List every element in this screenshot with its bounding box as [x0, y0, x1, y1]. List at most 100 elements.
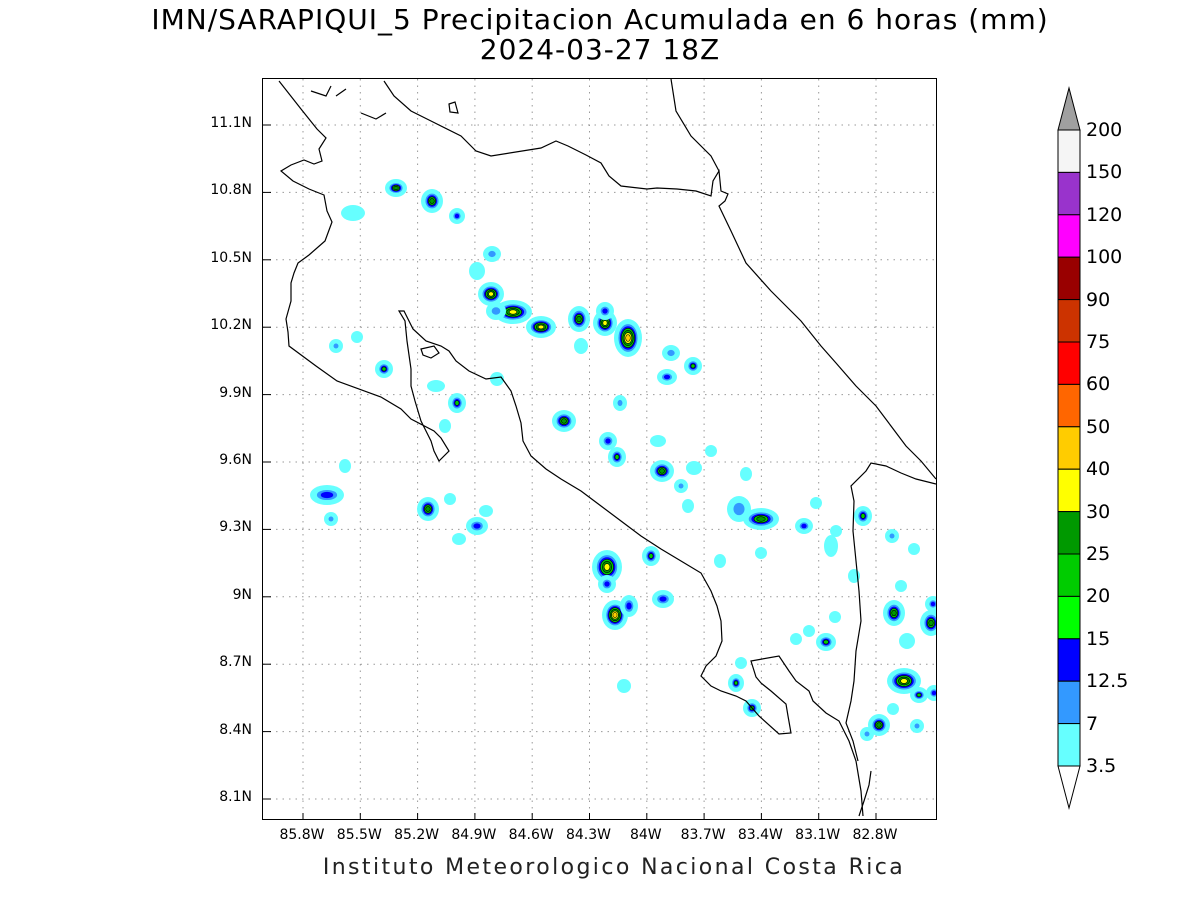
- rain-cell: [620, 595, 638, 617]
- colorbar-swatch: [1057, 468, 1081, 513]
- rain-cell: [868, 714, 890, 736]
- coastline-caribbean: [278, 80, 864, 817]
- colorbar-label: 30: [1086, 500, 1111, 523]
- rain-contour: [444, 493, 456, 505]
- rain-cell: [740, 467, 752, 481]
- colorbar-label: 7: [1086, 712, 1099, 735]
- rain-cell: [735, 657, 747, 669]
- rain-contour: [488, 250, 496, 258]
- footer-credit: Instituto Meteorologico Nacional Costa R…: [322, 855, 906, 880]
- rain-contour: [488, 291, 494, 297]
- rain-contour: [663, 374, 671, 380]
- colorbar-swatch: [1057, 214, 1081, 258]
- rain-cell: [714, 554, 726, 568]
- rain-contour: [916, 692, 922, 698]
- colorbar-swatch: [1057, 383, 1081, 428]
- rain-cell: [920, 610, 936, 636]
- rain-contour: [667, 349, 675, 357]
- rain-cell: [910, 719, 924, 733]
- rain-contour: [931, 690, 936, 696]
- rain-contour: [823, 639, 829, 645]
- lat-tick-label: 9.3N: [219, 519, 252, 536]
- rain-contour: [491, 307, 501, 315]
- rain-cell: [375, 360, 393, 378]
- rain-cell: [608, 447, 626, 467]
- rain-cell: [895, 580, 907, 592]
- rain-contour: [604, 581, 610, 587]
- coastline-pacific-north: [310, 85, 387, 120]
- rain-cell: [652, 590, 674, 608]
- rain-contour: [830, 525, 842, 537]
- rain-contour: [473, 523, 481, 529]
- rain-contour: [864, 731, 870, 737]
- rain-cell: [324, 512, 338, 526]
- rain-cell: [728, 674, 744, 692]
- rain-contour: [351, 331, 363, 343]
- lat-tick-label: 8.1N: [219, 789, 252, 805]
- colorbar-label: 75: [1086, 331, 1111, 353]
- rain-contour: [887, 703, 899, 715]
- rain-cell: [650, 460, 674, 482]
- rain-contour: [603, 563, 611, 571]
- rain-cell: [925, 596, 936, 612]
- colorbar: [1057, 86, 1081, 810]
- colorbar-swatch: [1057, 723, 1081, 767]
- rain-contour: [735, 657, 747, 669]
- rain-contour: [755, 547, 767, 559]
- rain-contour: [790, 633, 802, 645]
- map-grid: [263, 79, 936, 819]
- coastline-caribbean-east: [383, 80, 936, 480]
- rain-cell: [351, 331, 363, 343]
- rain-contour: [614, 454, 620, 460]
- rain-contour: [617, 399, 623, 407]
- rain-cell: [816, 633, 836, 651]
- rain-cell: [599, 432, 617, 450]
- rain-cell: [479, 505, 493, 517]
- rain-cell: [686, 461, 702, 475]
- rain-cell: [743, 508, 779, 530]
- rain-cell: [568, 306, 590, 332]
- rain-cell: [598, 575, 616, 593]
- rain-cell: [596, 302, 614, 320]
- rain-cell: [830, 525, 842, 537]
- rain-contour: [617, 679, 631, 693]
- border-nicaragua-costa-rica: [670, 79, 720, 172]
- precipitation-map: [263, 79, 936, 819]
- colorbar-swatch: [1057, 299, 1081, 343]
- rain-contour: [439, 419, 451, 433]
- rain-cell: [926, 685, 936, 701]
- rain-contour: [659, 596, 667, 602]
- rain-contour: [803, 625, 815, 637]
- colorbar-swatch: [1057, 426, 1081, 470]
- rain-cell: [310, 485, 344, 505]
- rain-contour: [625, 334, 631, 342]
- rain-contour: [889, 533, 895, 539]
- rain-cell: [803, 625, 815, 637]
- colorbar-label: 150: [1086, 161, 1123, 184]
- rain-cell: [682, 499, 694, 513]
- rain-contour: [427, 380, 445, 392]
- rain-contour: [490, 372, 504, 386]
- lat-tick-label: 9N: [232, 586, 252, 603]
- lon-tick-label: 85.2W: [394, 827, 440, 843]
- lat-tick-label: 9.6N: [219, 452, 252, 468]
- rain-contour: [612, 612, 618, 618]
- colorbar-swatch: [1057, 511, 1081, 555]
- rain-cell: [899, 633, 915, 649]
- rain-contour: [900, 678, 908, 684]
- rain-cell: [592, 550, 622, 584]
- map-title: IMN/SARAPIQUI_5 Precipitacion Acumulada …: [151, 3, 1049, 36]
- colorbar-label: 12.5: [1086, 670, 1129, 693]
- rain-contour: [574, 338, 588, 354]
- lat-tick-label: 8.7N: [219, 654, 252, 671]
- rain-contour: [824, 535, 838, 557]
- rain-cell: [427, 380, 445, 392]
- rain-cell: [705, 445, 717, 457]
- rain-cell: [552, 410, 576, 432]
- rain-cell: [341, 205, 365, 221]
- colorbar-swatch: [1057, 171, 1081, 216]
- rain-cell: [466, 517, 488, 535]
- rain-cell: [755, 547, 767, 559]
- rain-contour: [341, 205, 365, 221]
- colorbar-over-arrow: [1057, 86, 1081, 131]
